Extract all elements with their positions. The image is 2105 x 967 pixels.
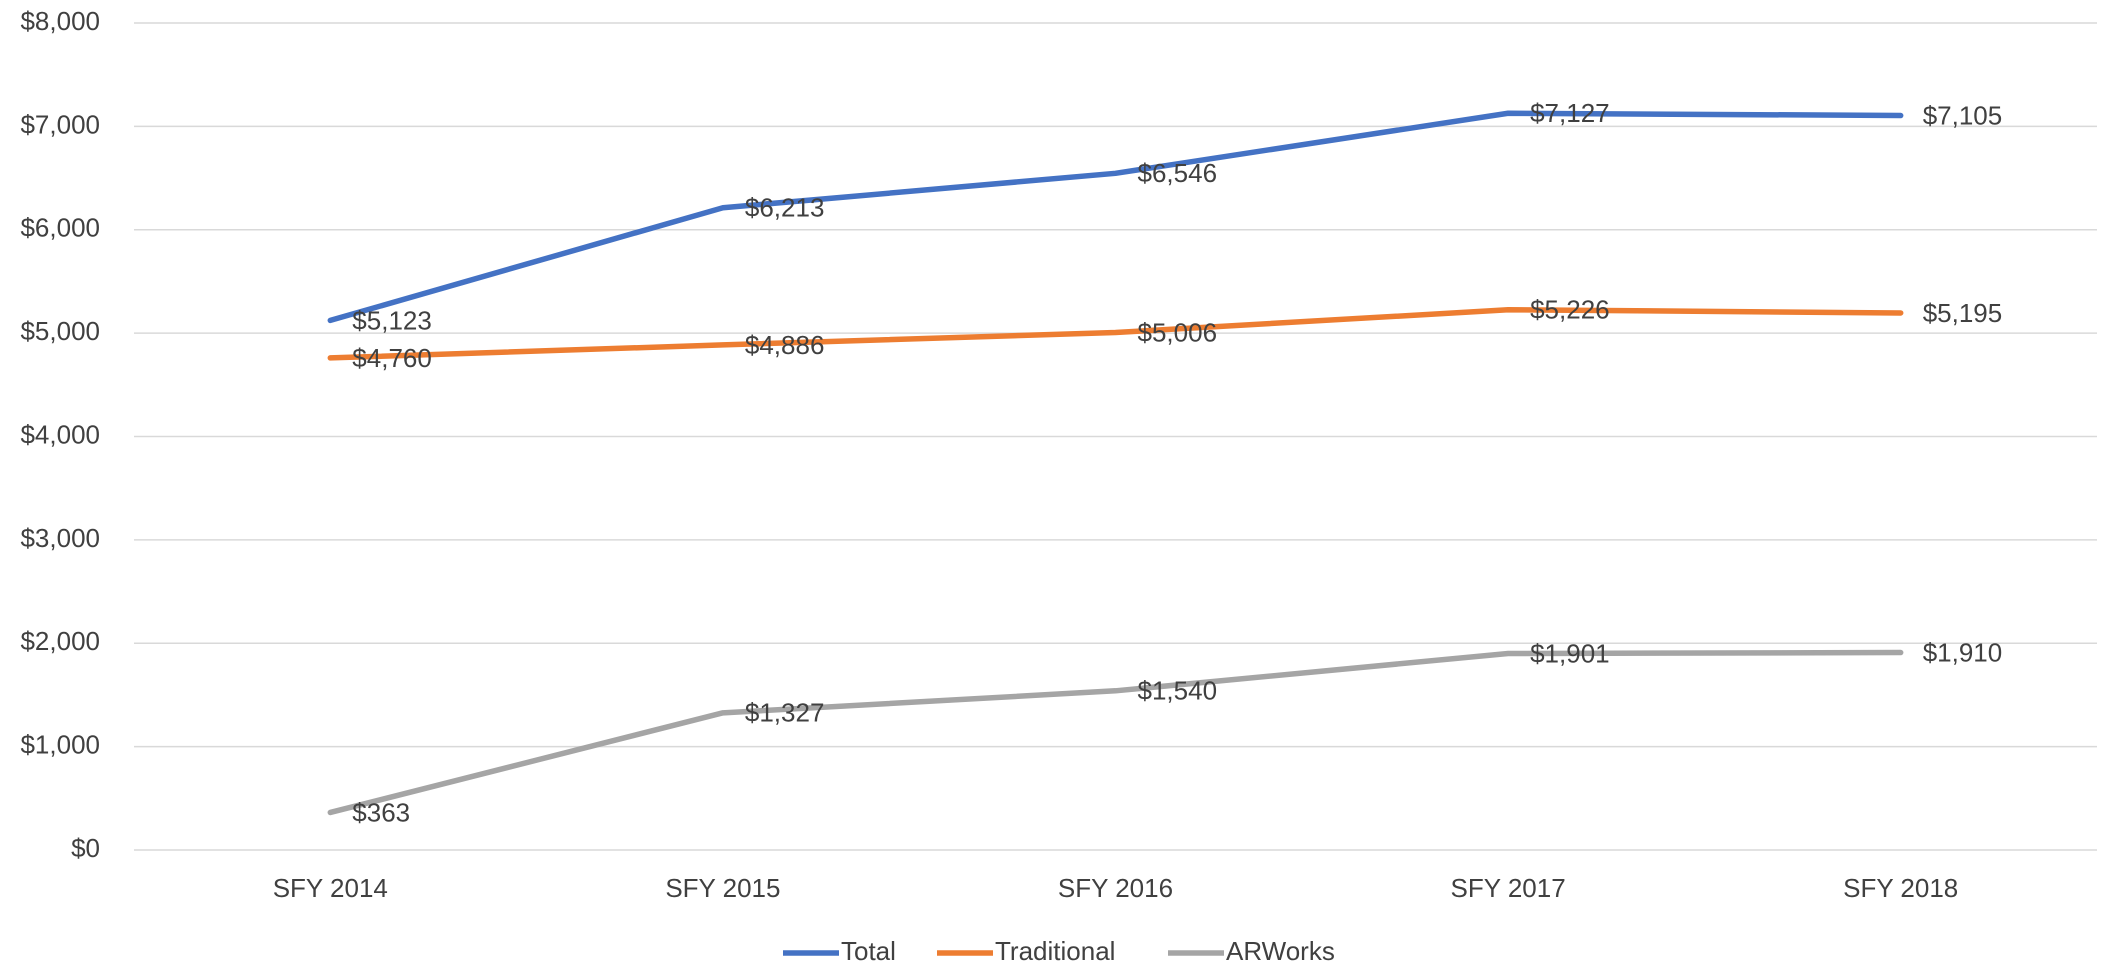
- data-label: $5,195: [1923, 298, 2003, 328]
- data-label: $7,105: [1923, 100, 2003, 130]
- x-tick-label: SFY 2017: [1451, 873, 1566, 903]
- data-label: $363: [352, 797, 410, 827]
- y-tick-label: $1,000: [20, 730, 100, 760]
- x-tick-label: SFY 2014: [273, 873, 388, 903]
- data-label: $1,901: [1530, 638, 1610, 668]
- series-line: [327, 110, 1904, 324]
- data-label: $5,123: [352, 305, 432, 335]
- y-tick-label: $3,000: [20, 523, 100, 553]
- series-line: [327, 307, 1904, 361]
- y-tick-label: $7,000: [20, 109, 100, 139]
- x-tick-label: SFY 2016: [1058, 873, 1173, 903]
- data-label: $7,127: [1530, 98, 1610, 128]
- legend-label: ARWorks: [1226, 936, 1335, 966]
- y-tick-label: $0: [71, 833, 100, 863]
- data-label: $1,540: [1138, 676, 1218, 706]
- y-tick-label: $5,000: [20, 316, 100, 346]
- data-label: $5,006: [1138, 317, 1218, 347]
- data-label: $5,226: [1530, 295, 1610, 325]
- data-label: $6,213: [745, 193, 825, 223]
- data-label: $1,910: [1923, 637, 2003, 667]
- x-tick-label: SFY 2018: [1843, 873, 1958, 903]
- y-tick-label: $4,000: [20, 419, 100, 449]
- data-label: $1,327: [745, 698, 825, 728]
- data-label: $6,546: [1138, 158, 1218, 188]
- x-tick-label: SFY 2015: [665, 873, 780, 903]
- data-label: $4,886: [745, 330, 825, 360]
- y-tick-label: $2,000: [20, 626, 100, 656]
- y-tick-label: $8,000: [20, 6, 100, 36]
- y-tick-label: $6,000: [20, 213, 100, 243]
- series-line: [327, 649, 1904, 816]
- data-label: $4,760: [352, 343, 432, 373]
- legend-label: Total: [841, 936, 896, 966]
- legend-label: Traditional: [995, 936, 1115, 966]
